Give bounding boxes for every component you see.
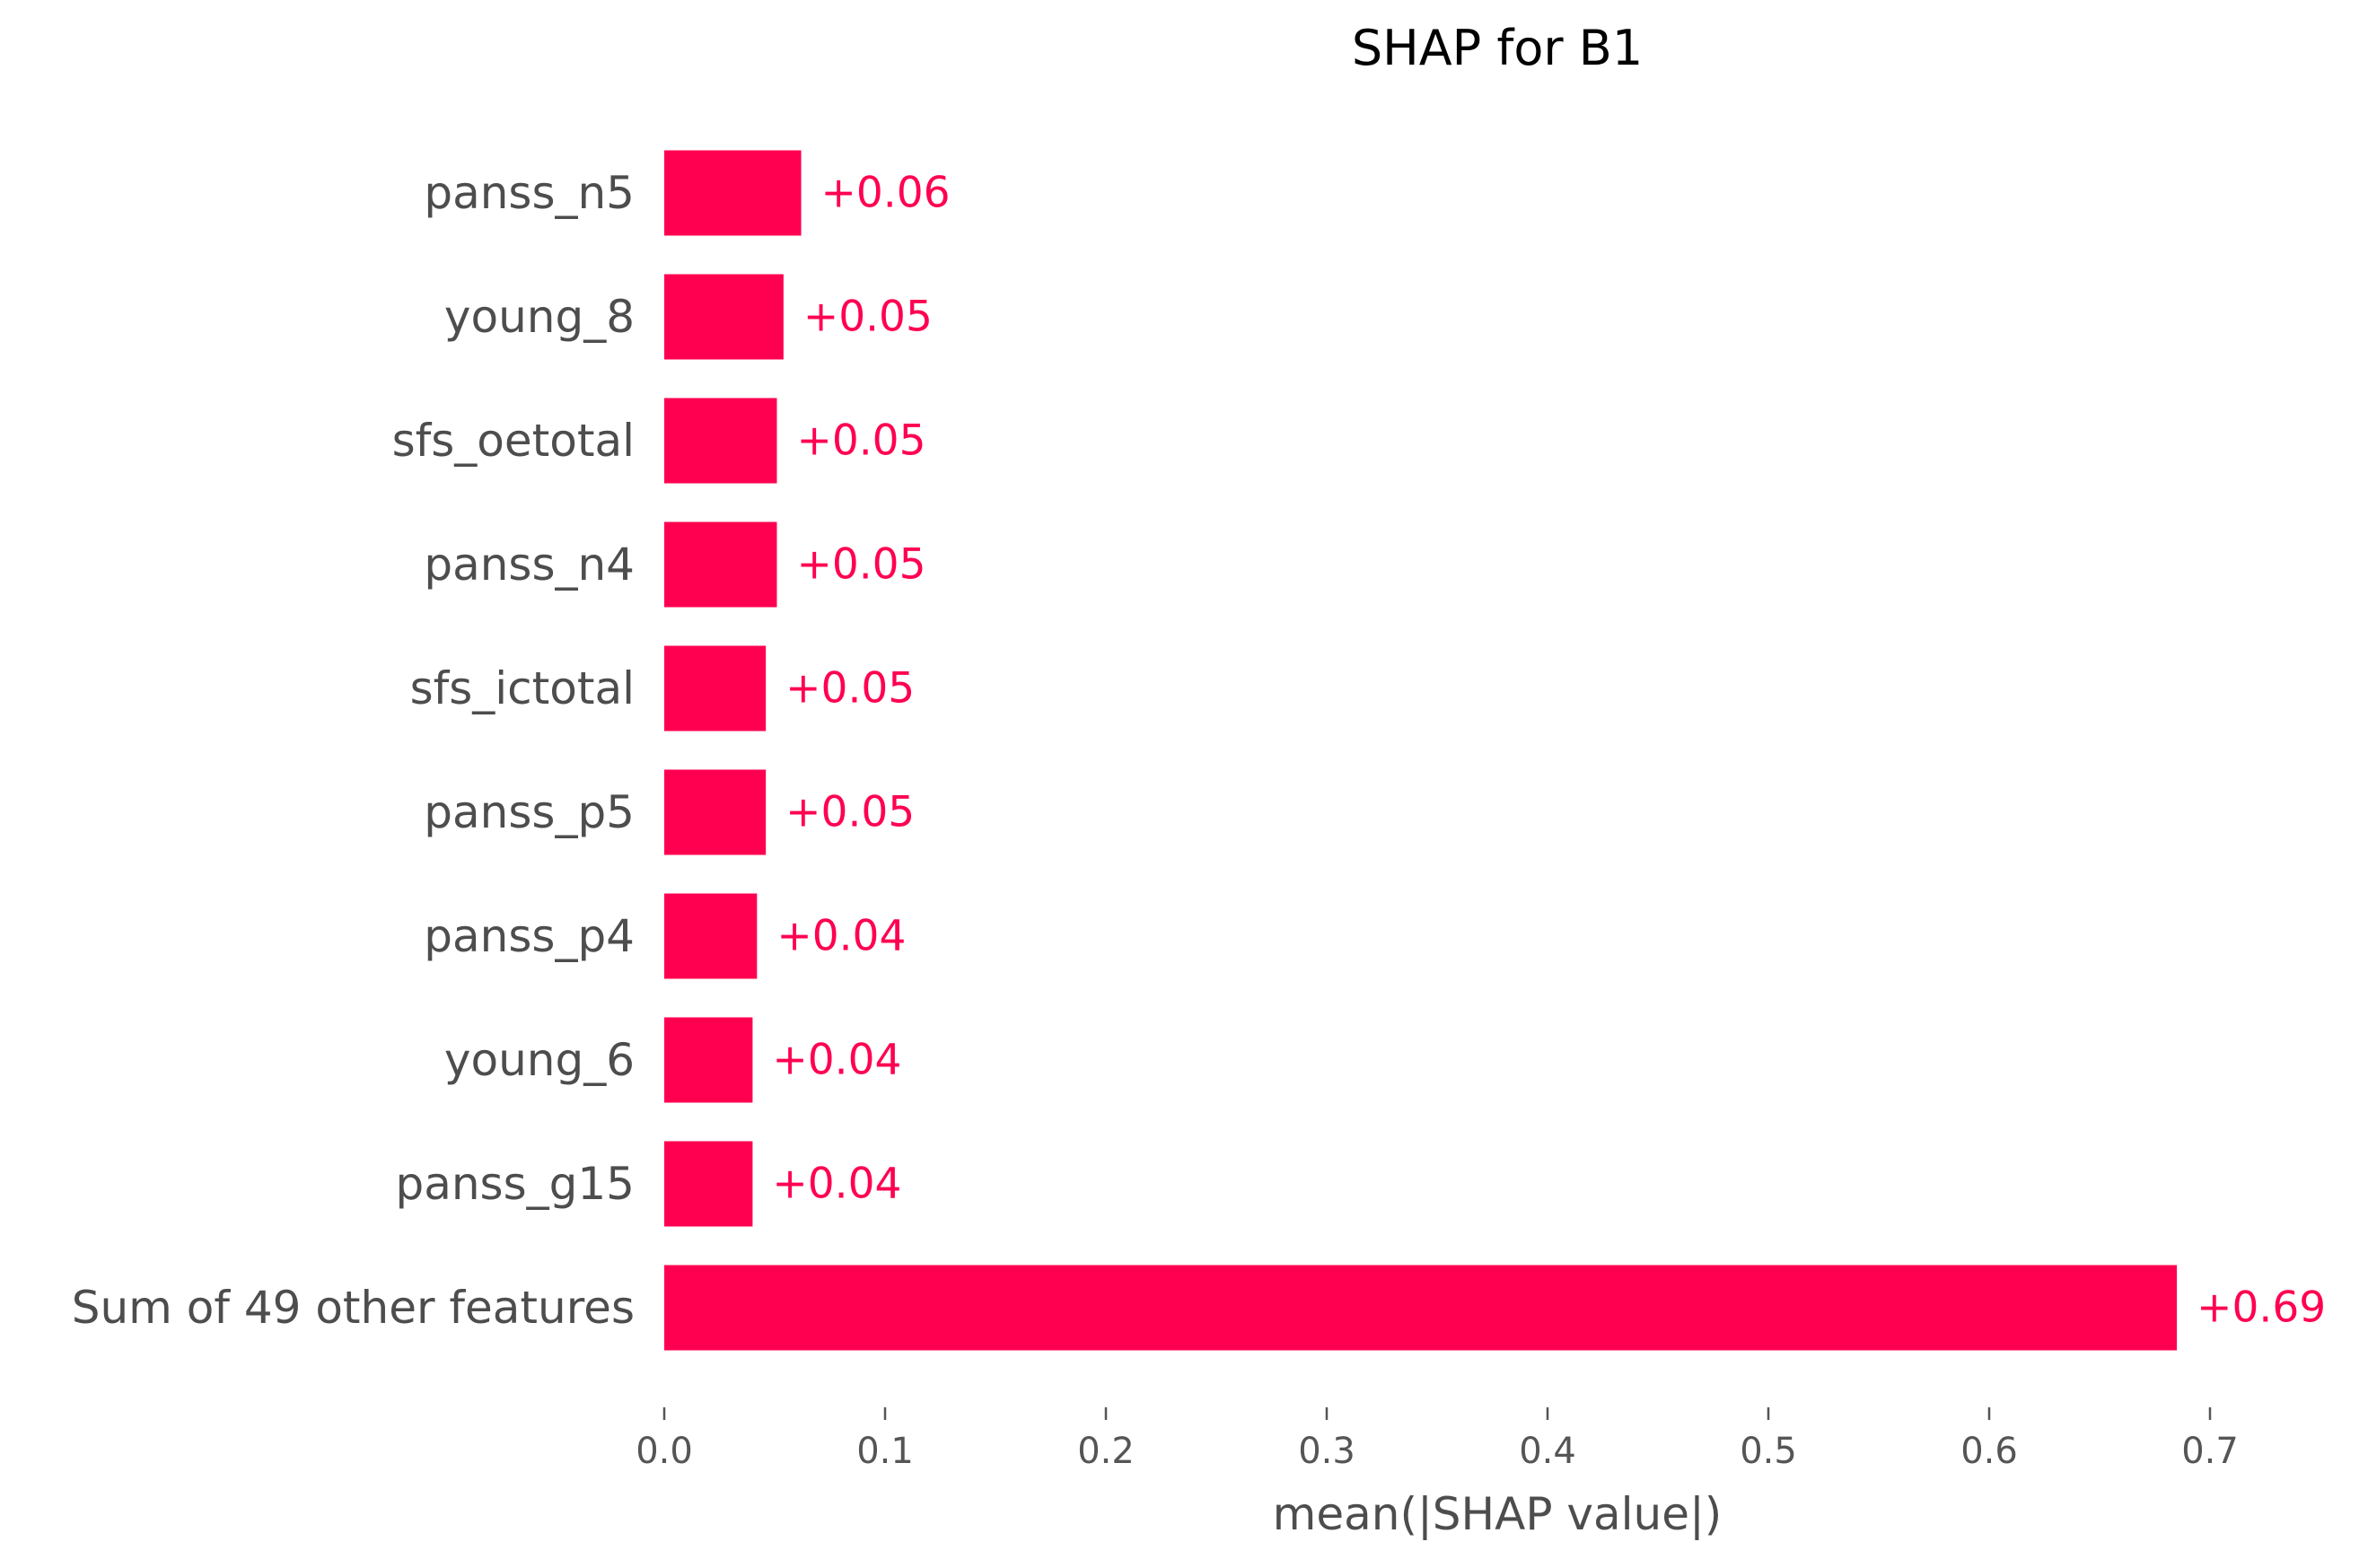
- x-tick-label-5: 0.5: [1740, 1431, 1797, 1472]
- bar-3: [664, 521, 777, 608]
- bar-9: [664, 1265, 2178, 1351]
- x-tick-label-2: 0.2: [1077, 1431, 1135, 1472]
- bars-layer: [664, 150, 2178, 1351]
- bar-6: [664, 893, 758, 979]
- value-label-2: +0.05: [796, 416, 925, 466]
- category-label-4: sfs_ictotal: [410, 662, 635, 714]
- x-axis-label: mean(|SHAP value|): [1273, 1488, 1723, 1540]
- value-label-6: +0.04: [776, 912, 906, 961]
- bar-5: [664, 769, 767, 855]
- bar-1: [664, 274, 784, 360]
- bar-4: [664, 645, 767, 731]
- value-label-1: +0.05: [803, 293, 933, 342]
- bar-7: [664, 1017, 753, 1103]
- x-tick-label-3: 0.3: [1298, 1431, 1355, 1472]
- x-tick-label-0: 0.0: [636, 1431, 693, 1472]
- bar-2: [664, 398, 777, 484]
- x-tick-label-7: 0.7: [2181, 1431, 2239, 1472]
- value-label-4: +0.05: [785, 664, 915, 714]
- value-label-9: +0.69: [2197, 1283, 2326, 1333]
- x-axis: 0.0 0.1 0.2 0.3 0.4 0.5 0.6 0.7: [636, 1407, 2239, 1472]
- value-label-7: +0.04: [772, 1036, 901, 1085]
- category-label-7: young_6: [444, 1034, 635, 1086]
- category-label-3: panss_n4: [424, 539, 635, 591]
- bar-0: [664, 150, 802, 236]
- value-label-8: +0.04: [772, 1160, 901, 1209]
- value-label-5: +0.05: [785, 788, 915, 837]
- category-label-8: panss_g15: [395, 1158, 635, 1210]
- category-label-2: sfs_oetotal: [392, 415, 635, 467]
- category-label-9: Sum of 49 other features: [72, 1282, 635, 1334]
- category-labels: panss_n5 young_8 sfs_oetotal panss_n4 sfs_ic…: [72, 167, 635, 1334]
- x-tick-label-1: 0.1: [856, 1431, 914, 1472]
- x-tick-label-4: 0.4: [1519, 1431, 1576, 1472]
- value-labels: +0.06 +0.05 +0.05 +0.05 +0.05 +0.05 +0.04 +0.04…: [772, 169, 2326, 1333]
- value-label-3: +0.05: [796, 540, 925, 590]
- category-label-1: young_8: [444, 291, 635, 343]
- category-label-5: panss_p5: [424, 786, 635, 838]
- x-tick-label-6: 0.6: [1960, 1431, 2018, 1472]
- category-label-6: panss_p4: [424, 910, 635, 962]
- category-label-0: panss_n5: [424, 167, 635, 219]
- chart-title: SHAP for B1: [1352, 20, 1643, 76]
- value-label-0: +0.06: [821, 169, 951, 218]
- bar-8: [664, 1141, 753, 1227]
